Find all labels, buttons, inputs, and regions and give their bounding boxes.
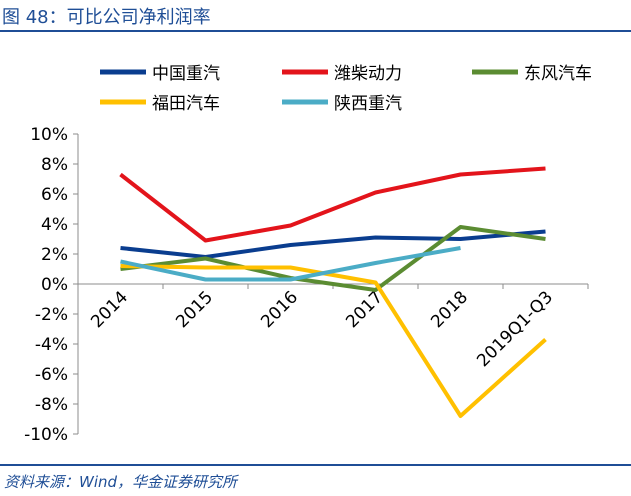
- y-tick-label: -8%: [35, 395, 68, 415]
- y-tick-label: -4%: [35, 335, 68, 355]
- source-note: 资料来源：Wind，华金证券研究所: [4, 473, 238, 491]
- x-tick-label: 2017: [342, 287, 387, 332]
- x-tick-label: 2019Q1-Q3: [473, 287, 557, 371]
- legend-label: 东风汽车: [524, 64, 592, 84]
- legend-label: 福田汽车: [152, 94, 220, 114]
- series-line: [120, 246, 461, 282]
- y-tick-label: 8%: [41, 155, 68, 175]
- y-tick-label: 2%: [41, 245, 68, 265]
- y-tick-label: -10%: [24, 425, 68, 445]
- figure-title: 图 48：可比公司净利润率: [2, 7, 211, 28]
- x-tick-label: 2015: [172, 287, 217, 332]
- legend-label: 中国重汽: [152, 64, 220, 84]
- y-tick-label: -2%: [35, 305, 68, 325]
- figure-footer: 资料来源：Wind，华金证券研究所: [0, 464, 631, 496]
- series-line: [120, 225, 546, 292]
- legend-label: 潍柴动力: [334, 64, 402, 84]
- legend-label: 陕西重汽: [334, 94, 402, 114]
- y-tick-label: -6%: [35, 365, 68, 385]
- series-line: [120, 229, 546, 259]
- line-chart: 10% 8% 6% 4% 2% 0% -2% -4% -6% -8% -10% 2014 2015 201…: [24, 64, 592, 445]
- series-line: [120, 264, 547, 418]
- x-tick-label: 2014: [87, 287, 132, 332]
- x-tick-label: 2016: [257, 287, 302, 332]
- y-tick-label: 0%: [41, 275, 68, 295]
- figure-header: 图 48：可比公司净利润率: [0, 0, 631, 32]
- y-tick-label: 10%: [30, 125, 68, 145]
- y-tick-label: 4%: [41, 215, 68, 235]
- x-tick-label: 2018: [427, 287, 472, 332]
- series-line: [119, 166, 546, 243]
- chart-area: 10% 8% 6% 4% 2% 0% -2% -4% -6% -8% -10% 2014 2015 201…: [0, 32, 631, 464]
- y-tick-label: 6%: [41, 185, 68, 205]
